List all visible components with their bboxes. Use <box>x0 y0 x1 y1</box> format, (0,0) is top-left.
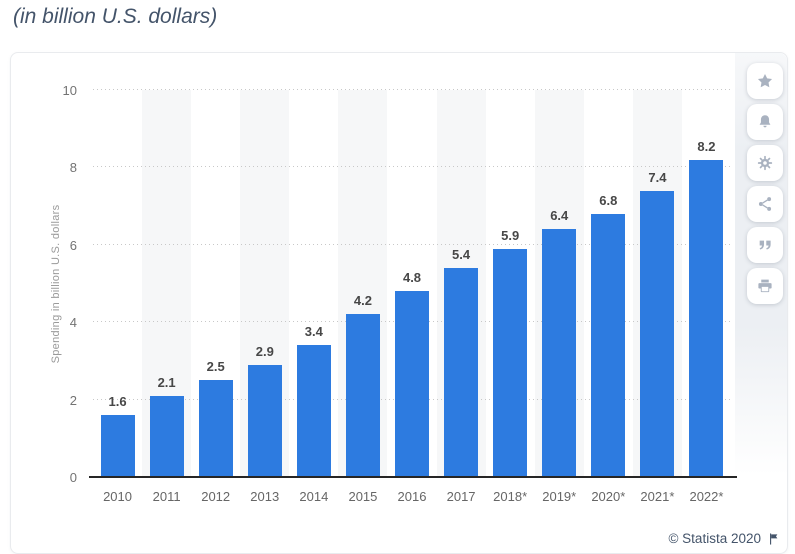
bar[interactable] <box>296 345 331 477</box>
y-tick-label: 6 <box>69 237 77 253</box>
cite-button[interactable] <box>747 227 783 263</box>
star-icon <box>757 73 773 88</box>
bar[interactable] <box>444 268 479 477</box>
x-tick-label: 2015 <box>348 489 378 504</box>
bar-value-label: 5.9 <box>501 227 520 243</box>
quote-icon <box>759 240 771 250</box>
x-tick-label: 2022* <box>689 489 724 504</box>
x-tick-label: 2014 <box>299 489 329 504</box>
x-tick-label: 2021* <box>640 489 675 504</box>
gridline <box>93 166 731 168</box>
copyright-text[interactable]: © Statista 2020 <box>668 531 761 546</box>
share-icon <box>758 197 772 211</box>
chart-card: Spending in billion U.S. dollars 0 2 4 6 8 10… <box>10 52 788 554</box>
x-tick-label: 2016 <box>397 489 427 504</box>
y-axis-ticks: 0 2 4 6 8 10 <box>11 83 85 485</box>
favorite-button[interactable] <box>747 63 783 99</box>
bell-icon <box>759 115 771 128</box>
bar-group: 1.6 2010 <box>93 90 142 504</box>
y-tick-label: 4 <box>69 315 77 331</box>
bar-group: 2.9 2013 <box>240 90 290 504</box>
bar[interactable] <box>247 364 282 477</box>
bar[interactable] <box>198 380 233 477</box>
bar-value-label: 3.4 <box>304 324 323 340</box>
bar-value-label: 4.8 <box>402 270 422 286</box>
bar-value-label: 4.2 <box>353 293 372 309</box>
gear-icon <box>757 155 773 171</box>
x-tick-label: 2012 <box>201 489 231 504</box>
x-tick-label: 2013 <box>250 489 280 504</box>
flag-icon[interactable] <box>767 532 781 546</box>
page-title: (in billion U.S. dollars) <box>13 5 218 28</box>
bar-value-label: 2.5 <box>206 359 225 375</box>
bar-group: 7.4 2021* <box>632 90 682 504</box>
x-tick-label: 2020* <box>591 489 626 504</box>
print-button[interactable] <box>747 268 783 304</box>
bar-value-label: 2.1 <box>157 374 176 390</box>
y-tick-label: 0 <box>69 470 77 485</box>
bar[interactable] <box>345 314 380 477</box>
plot-area: 1.6 2010 2.1 2011 2.5 2012 2.9 2013 3.4 2014 4.2 20… <box>93 89 731 504</box>
bar-group: 2.5 2012 <box>191 90 240 504</box>
y-tick-label: 2 <box>69 392 77 408</box>
settings-button[interactable] <box>747 145 783 181</box>
bar[interactable] <box>395 291 429 477</box>
bar-group: 3.4 2014 <box>289 90 338 504</box>
bar-value-label: 6.8 <box>599 192 618 208</box>
print-icon <box>758 279 772 293</box>
bar[interactable] <box>640 190 675 477</box>
bar-group: 5.9 2018* <box>486 90 535 504</box>
bar-value-label: 7.4 <box>648 169 667 185</box>
y-tick-label: 8 <box>69 160 77 176</box>
bar-value-label: 2.9 <box>255 343 274 359</box>
x-tick-label: 2011 <box>152 489 181 504</box>
bar-value-label: 1.6 <box>108 394 127 410</box>
bar[interactable] <box>493 248 528 477</box>
x-tick-label: 2018* <box>493 489 528 504</box>
bar-group: 2.1 2011 <box>142 90 192 504</box>
bar[interactable] <box>689 159 724 477</box>
x-axis-line <box>89 476 737 478</box>
bar[interactable] <box>591 213 626 477</box>
alerts-button[interactable] <box>747 104 783 140</box>
bar-group: 6.8 2020* <box>584 90 633 504</box>
bar-group: 8.2 2022* <box>682 90 731 504</box>
bar-group: 4.8 2016 <box>387 90 436 504</box>
y-tick-label: 10 <box>62 83 77 98</box>
bar[interactable] <box>542 229 577 477</box>
bar-group: 6.4 2019* <box>534 90 584 504</box>
gridline <box>93 243 731 245</box>
bar-value-label: 6.4 <box>550 208 569 224</box>
share-button[interactable] <box>747 186 783 222</box>
bar-group: 5.4 2017 <box>436 90 486 504</box>
x-tick-label: 2010 <box>103 489 132 504</box>
bar[interactable] <box>100 415 135 477</box>
x-tick-label: 2017 <box>446 489 476 504</box>
chart-footer: © Statista 2020 <box>668 531 781 546</box>
bar-value-label: 5.4 <box>452 247 471 263</box>
bar-value-label: 8.2 <box>697 138 716 154</box>
gridline <box>93 89 731 90</box>
bar[interactable] <box>149 395 184 477</box>
x-tick-label: 2019* <box>542 489 577 504</box>
bar-group: 4.2 2015 <box>338 90 388 504</box>
